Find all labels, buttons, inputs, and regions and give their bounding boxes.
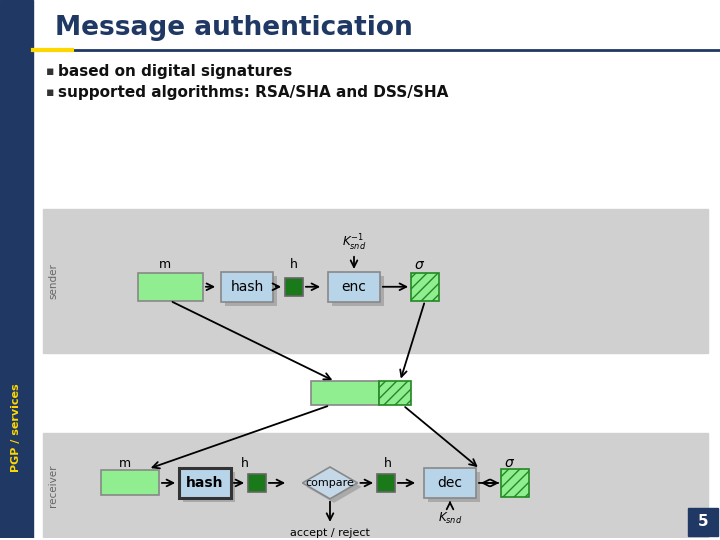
Bar	[101, 470, 159, 495]
Bar	[379, 381, 411, 405]
Bar	[179, 468, 231, 498]
Text: based on digital signatures: based on digital signatures	[58, 64, 292, 79]
Text: $K_{snd}$: $K_{snd}$	[438, 511, 462, 526]
Text: supported algorithms: RSA/SHA and DSS/SHA: supported algorithms: RSA/SHA and DSS/SH…	[58, 85, 449, 100]
Bar	[0, 0, 33, 538]
Polygon shape	[302, 467, 358, 499]
Text: m: m	[119, 456, 131, 469]
Text: $\sigma$: $\sigma$	[505, 456, 516, 470]
Text: receiver: receiver	[48, 465, 58, 507]
Text: enc: enc	[341, 280, 366, 294]
Bar	[411, 273, 439, 301]
Text: $K_{snd}^{-1}$: $K_{snd}^{-1}$	[342, 233, 366, 253]
Polygon shape	[307, 471, 361, 503]
Bar	[428, 472, 480, 502]
Bar	[138, 273, 202, 301]
Text: dec: dec	[438, 476, 462, 490]
Text: PGP / services: PGP / services	[11, 384, 21, 472]
Text: compare: compare	[305, 478, 354, 488]
Bar	[43, 209, 708, 354]
Text: $\sigma$: $\sigma$	[415, 258, 426, 272]
Bar	[183, 472, 235, 502]
Text: h: h	[384, 456, 392, 469]
Bar	[285, 278, 303, 296]
Bar	[328, 272, 380, 302]
Bar	[424, 468, 476, 498]
Text: Message authentication: Message authentication	[55, 15, 413, 41]
Text: ▪: ▪	[46, 86, 55, 99]
Text: h: h	[241, 456, 249, 469]
Bar	[179, 468, 231, 498]
Text: 5: 5	[698, 514, 708, 529]
Bar	[221, 272, 273, 302]
Text: hash: hash	[186, 476, 224, 490]
Text: accept / reject: accept / reject	[290, 528, 370, 538]
Bar	[501, 469, 529, 497]
Bar	[43, 433, 708, 540]
Bar	[688, 508, 718, 536]
Bar	[248, 474, 266, 492]
Bar	[225, 276, 277, 306]
Bar	[332, 276, 384, 306]
Text: hash: hash	[230, 280, 264, 294]
Text: ▪: ▪	[46, 65, 55, 78]
Text: h: h	[290, 258, 298, 272]
Text: sender: sender	[48, 263, 58, 299]
Bar	[311, 381, 379, 405]
Text: m: m	[159, 258, 171, 272]
Bar	[377, 474, 395, 492]
